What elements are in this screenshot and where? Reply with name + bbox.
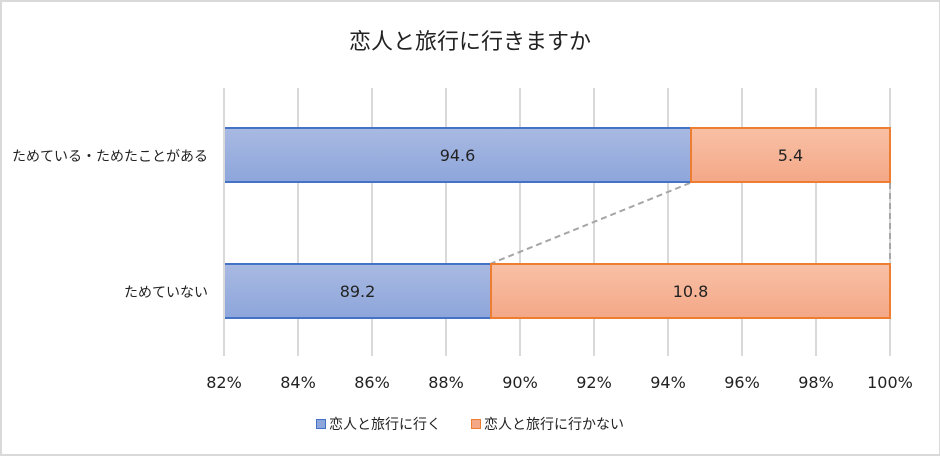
- category-label: ためていない: [124, 285, 208, 301]
- category-label: ためている・ためたことがある: [12, 149, 208, 165]
- bar-nogo-row0[interactable]: 5.4: [690, 127, 891, 183]
- data-label: 10.8: [672, 281, 709, 301]
- gridline: [371, 88, 373, 356]
- bar-go-row1[interactable]: 89.2: [225, 263, 490, 319]
- gridline: [889, 88, 891, 356]
- legend: 恋人と旅行に行く 恋人と旅行に行かない: [0, 414, 940, 434]
- x-tick-label: 82%: [206, 373, 242, 392]
- bar-go-row0[interactable]: 94.6: [225, 127, 690, 183]
- gridline: [223, 88, 225, 356]
- gridline: [815, 88, 817, 356]
- x-tick-label: 84%: [280, 373, 316, 392]
- chart-title: 恋人と旅行に行きますか: [348, 30, 591, 55]
- legend-item-go[interactable]: 恋人と旅行に行く: [316, 414, 441, 434]
- x-tick-label: 90%: [502, 373, 538, 392]
- bar-nogo-row1[interactable]: 10.8: [490, 263, 891, 319]
- legend-swatch-orange-icon: [471, 419, 481, 429]
- x-tick-label: 88%: [428, 373, 464, 392]
- x-tick-label: 98%: [798, 373, 834, 392]
- x-tick-label: 92%: [576, 373, 612, 392]
- x-tick-label: 94%: [650, 373, 686, 392]
- gridline: [741, 88, 743, 356]
- x-tick-label: 96%: [724, 373, 760, 392]
- gridline: [445, 88, 447, 356]
- legend-swatch-blue-icon: [316, 419, 326, 429]
- legend-label: 恋人と旅行に行かない: [484, 417, 624, 433]
- x-tick-label: 100%: [867, 373, 913, 392]
- gridline: [667, 88, 669, 356]
- data-label: 94.6: [439, 145, 476, 165]
- x-tick-label: 86%: [354, 373, 390, 392]
- gridline: [519, 88, 521, 356]
- data-label: 5.4: [777, 145, 804, 165]
- gridline: [297, 88, 299, 356]
- legend-item-nogo[interactable]: 恋人と旅行に行かない: [471, 414, 624, 434]
- data-label: 89.2: [339, 281, 376, 301]
- legend-label: 恋人と旅行に行く: [329, 417, 441, 433]
